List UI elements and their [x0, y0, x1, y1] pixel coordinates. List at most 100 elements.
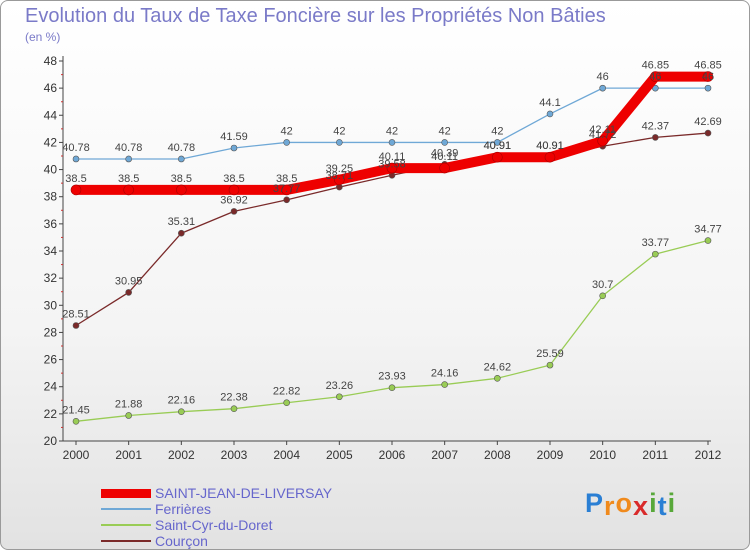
logo-letter: i — [667, 488, 677, 518]
x-tick-label: 2001 — [115, 448, 142, 462]
data-label-series-3: 42.37 — [642, 120, 670, 132]
data-label-series-2: 23.93 — [378, 371, 406, 383]
data-point-series-1 — [230, 144, 238, 152]
data-label-series-1: 40.78 — [62, 142, 90, 154]
data-label-series-2: 22.38 — [220, 392, 248, 404]
data-point-series-0 — [70, 184, 82, 196]
data-label-series-0: 38.5 — [223, 173, 244, 185]
y-tick-label: 40 — [44, 163, 58, 177]
data-point-series-1 — [125, 155, 132, 163]
x-tick-label: 2006 — [379, 448, 406, 462]
data-label-series-0: 40.11 — [379, 151, 406, 163]
logo-letter: P — [585, 488, 605, 518]
y-tick-label: 26 — [44, 353, 58, 367]
y-tick-label: 22 — [44, 407, 58, 421]
data-point-series-1 — [494, 139, 501, 146]
data-label-series-0: 38.5 — [276, 173, 297, 185]
data-label-series-1: 46 — [649, 71, 661, 83]
data-point-series-1 — [441, 139, 448, 146]
x-tick-label: 2002 — [168, 448, 195, 462]
data-point-series-3 — [283, 196, 290, 204]
data-label-series-2: 30.7 — [592, 279, 613, 291]
data-point-series-2 — [546, 361, 554, 369]
logo-letter: x — [633, 491, 650, 521]
data-point-series-2 — [599, 292, 606, 300]
data-label-series-1: 46 — [597, 71, 609, 83]
data-label-series-3: 28.51 — [62, 309, 90, 321]
data-label-series-3: 38.71 — [326, 170, 354, 182]
chart-title: Evolution du Taux de Taxe Foncière sur l… — [25, 5, 606, 27]
data-label-series-2: 34.77 — [694, 224, 722, 236]
data-point-series-2 — [704, 237, 712, 244]
data-point-series-2 — [72, 418, 80, 425]
y-tick-label: 34 — [44, 244, 58, 258]
data-label-series-2: 33.77 — [642, 237, 670, 249]
legend-label: Ferrières — [155, 501, 212, 517]
data-point-series-3 — [652, 134, 659, 141]
data-label-series-0: 40.91 — [484, 140, 512, 152]
y-tick-label: 24 — [44, 380, 58, 394]
legend-swatch — [101, 524, 151, 526]
logo-letter: o — [615, 488, 634, 518]
data-point-series-0 — [492, 151, 503, 163]
data-label-series-0: 38.5 — [65, 173, 86, 185]
data-label-series-2: 25.59 — [536, 348, 564, 360]
data-point-series-2 — [494, 374, 501, 382]
data-point-series-0 — [123, 184, 134, 196]
x-tick-label: 2010 — [589, 448, 616, 462]
data-point-series-2 — [441, 381, 448, 388]
y-tick-label: 20 — [44, 434, 58, 448]
data-label-series-1: 41.59 — [220, 131, 248, 143]
data-label-series-2: 22.82 — [273, 386, 301, 398]
logo-letter: r — [604, 491, 616, 521]
data-point-series-0 — [439, 162, 450, 174]
legend-label: SAINT-JEAN-DE-LIVERSAY — [155, 485, 333, 501]
data-point-series-1 — [599, 84, 606, 92]
data-label-series-3: 40.39 — [431, 147, 459, 159]
y-tick-label: 36 — [44, 217, 58, 231]
data-point-series-0 — [334, 174, 345, 186]
y-tick-label: 42 — [44, 135, 58, 149]
legend-label: Saint-Cyr-du-Doret — [155, 517, 273, 533]
logo-letter: i — [649, 488, 658, 518]
data-label-series-0: 40.91 — [536, 140, 564, 152]
y-tick-label: 38 — [44, 190, 58, 204]
data-label-series-3: 40.91 — [484, 140, 512, 152]
data-label-series-1: 42 — [281, 125, 293, 137]
data-label-series-0: 46.85 — [642, 60, 670, 72]
data-label-series-3: 35.31 — [168, 216, 196, 228]
data-label-series-1: 42 — [491, 125, 503, 137]
data-point-series-3 — [72, 322, 80, 329]
data-label-series-1: 46 — [702, 71, 714, 83]
data-point-series-2 — [336, 393, 343, 401]
data-label-series-1: 40.78 — [168, 142, 196, 154]
data-point-series-2 — [230, 405, 238, 413]
data-point-series-3 — [178, 229, 185, 237]
data-point-series-2 — [388, 384, 396, 391]
data-point-series-2 — [283, 399, 290, 407]
data-label-series-1: 42 — [439, 125, 451, 137]
x-tick-label: 2012 — [695, 448, 722, 462]
data-point-series-1 — [178, 155, 185, 163]
data-label-series-3: 40.91 — [536, 140, 564, 152]
x-tick-label: 2003 — [221, 448, 248, 462]
y-tick-label: 48 — [44, 54, 58, 68]
data-label-series-2: 24.16 — [431, 368, 459, 380]
legend-swatch — [101, 508, 151, 510]
x-tick-label: 2009 — [537, 448, 564, 462]
data-label-series-1: 40.78 — [115, 142, 143, 154]
legend-swatch — [101, 540, 151, 542]
data-label-series-1: 42 — [386, 125, 398, 137]
data-label-series-0: 42.11 — [589, 124, 616, 136]
data-label-series-3: 42.69 — [694, 116, 722, 128]
legend-label: Courçon — [155, 533, 208, 549]
data-point-series-1 — [336, 139, 343, 146]
data-label-series-2: 24.62 — [484, 361, 512, 373]
data-point-series-2 — [178, 408, 185, 415]
data-label-series-2: 23.26 — [326, 380, 354, 392]
proxiti-logo: Proxiti — [585, 488, 677, 521]
data-label-series-0: 38.5 — [118, 173, 139, 185]
y-tick-label: 44 — [44, 108, 58, 122]
data-label-series-3: 36.92 — [220, 194, 248, 206]
